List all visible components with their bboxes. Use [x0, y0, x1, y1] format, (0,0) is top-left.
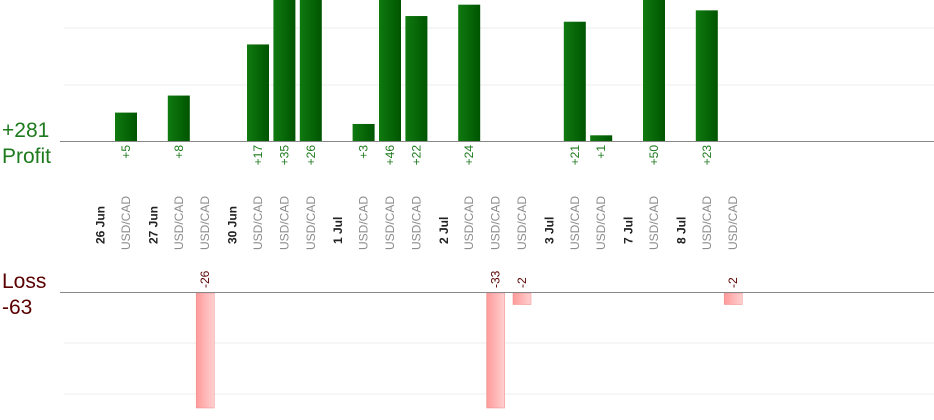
date-label: 2 Jul	[437, 217, 451, 244]
pair-label: USD/CAD	[383, 196, 397, 250]
profit-value-label: +22	[409, 145, 423, 166]
loss-value-label: -2	[726, 277, 740, 288]
profit-value-label: +17	[251, 145, 265, 166]
pair-label: USD/CAD	[726, 196, 740, 250]
pair-label: USD/CAD	[251, 196, 265, 250]
profit-value-label: +26	[304, 145, 318, 166]
profit-bar	[273, 0, 296, 141]
date-label: 3 Jul	[542, 217, 556, 244]
profit-total: +281	[2, 119, 50, 142]
date-label: 27 Jun	[146, 206, 160, 244]
profit-value-label: +24	[462, 145, 476, 166]
profit-value-label: +23	[700, 145, 714, 166]
pair-label: USD/CAD	[198, 196, 212, 250]
date-label: 30 Jun	[226, 206, 240, 244]
date-label: 1 Jul	[331, 217, 345, 244]
pair-label: USD/CAD	[489, 196, 503, 250]
pair-label: USD/CAD	[515, 196, 529, 250]
profit-bar	[299, 0, 322, 141]
profit-bar	[352, 123, 375, 141]
pair-label: USD/CAD	[357, 196, 371, 250]
profit-value-label: +35	[277, 145, 291, 166]
loss-bar	[195, 292, 215, 409]
loss-value-label: -2	[515, 277, 529, 288]
profit-bar	[167, 95, 190, 141]
profit-bar	[458, 4, 481, 142]
profit-value-label: +46	[383, 145, 397, 166]
profit-value-label: +5	[119, 145, 133, 159]
pair-label: USD/CAD	[409, 196, 423, 250]
loss-bar	[486, 292, 505, 409]
pair-label: USD/CAD	[462, 196, 476, 250]
loss-value-label: -26	[198, 270, 212, 288]
loss-bar	[512, 292, 532, 305]
profit-value-label: +50	[647, 145, 661, 166]
date-label: 7 Jul	[622, 217, 636, 244]
profit-bar	[405, 16, 428, 141]
pair-label: USD/CAD	[277, 196, 291, 250]
pair-label: USD/CAD	[594, 196, 608, 250]
profit-value-label: +3	[357, 145, 371, 159]
date-label: 8 Jul	[674, 217, 688, 244]
loss-total: -63	[2, 296, 33, 319]
loss-value-label: -33	[489, 270, 503, 288]
profit-bar	[115, 112, 137, 141]
bar-labels: 26 Jun USD/CAD +5 27 Jun USD/CAD +8 USD/CAD -26…	[94, 145, 741, 288]
date-label: 26 Jun	[94, 206, 108, 244]
profit-bar	[379, 0, 401, 141]
profit-label: Profit	[2, 145, 52, 168]
profit-value-label: +8	[172, 145, 186, 159]
profit-value-label: +21	[568, 145, 582, 166]
pair-label: USD/CAD	[647, 196, 661, 250]
profit-bar	[695, 10, 718, 141]
pair-label: USD/CAD	[119, 196, 133, 250]
profit-bar	[590, 135, 613, 141]
loss-bar	[723, 292, 743, 305]
bars	[115, 0, 743, 409]
pair-label: USD/CAD	[304, 196, 318, 250]
axes	[60, 141, 934, 293]
pair-label: USD/CAD	[172, 196, 186, 250]
pair-label: USD/CAD	[700, 196, 714, 250]
profit-bar	[247, 44, 269, 141]
loss-label: Loss	[2, 270, 47, 293]
profit-bar	[643, 0, 665, 141]
profit-bar	[563, 21, 586, 141]
profit-value-label: +1	[594, 145, 608, 159]
pair-label: USD/CAD	[568, 196, 582, 250]
